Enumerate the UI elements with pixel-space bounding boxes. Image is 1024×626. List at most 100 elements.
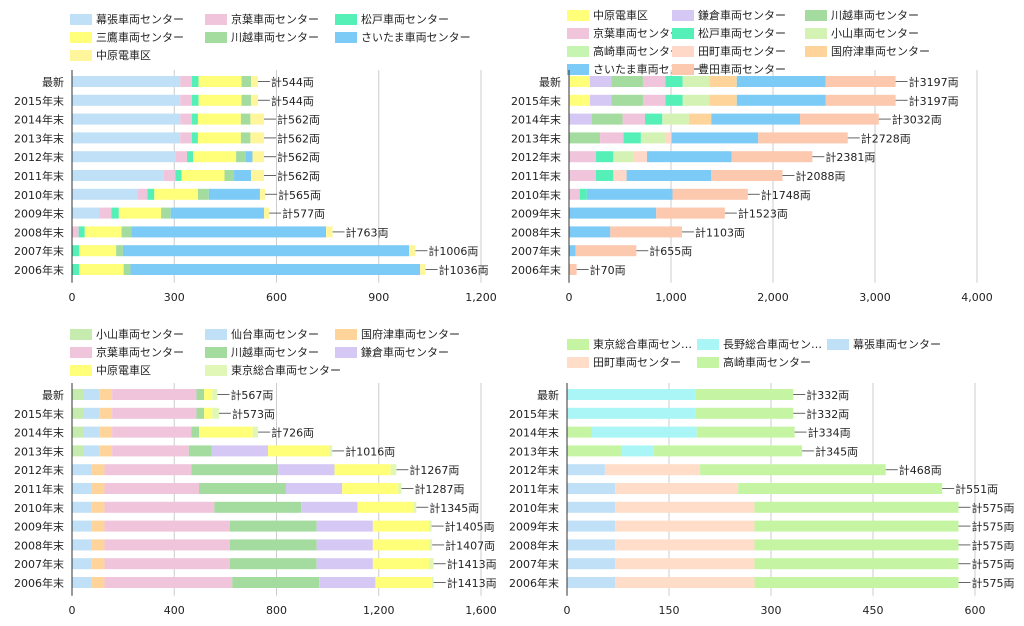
bar-segment[interactable] bbox=[567, 445, 622, 457]
bar-segment[interactable] bbox=[329, 445, 333, 457]
bar-segment[interactable] bbox=[123, 264, 131, 275]
bar-segment[interactable] bbox=[84, 226, 122, 238]
bar-segment[interactable] bbox=[72, 151, 176, 163]
bar-segment[interactable] bbox=[736, 94, 826, 106]
bar-segment[interactable] bbox=[647, 151, 732, 163]
bar-segment[interactable] bbox=[175, 170, 182, 181]
bar-segment[interactable] bbox=[567, 577, 616, 588]
bar-segment[interactable] bbox=[79, 264, 124, 275]
bar-segment[interactable] bbox=[268, 445, 330, 457]
bar-segment[interactable] bbox=[569, 132, 601, 144]
bar-segment[interactable] bbox=[208, 188, 260, 200]
bar-segment[interactable] bbox=[112, 389, 197, 400]
legend-item[interactable]: 国府津車両センター bbox=[805, 45, 930, 59]
bar-segment[interactable] bbox=[569, 188, 580, 200]
bar-segment[interactable] bbox=[241, 76, 252, 87]
bar-segment[interactable] bbox=[615, 577, 755, 588]
legend-item[interactable]: 小山車両センター bbox=[805, 27, 919, 41]
bar-segment[interactable] bbox=[665, 94, 683, 106]
bar-segment[interactable] bbox=[390, 464, 397, 476]
bar-segment[interactable] bbox=[316, 539, 373, 551]
bar-segment[interactable] bbox=[589, 94, 612, 106]
bar-segment[interactable] bbox=[611, 94, 643, 106]
bar-segment[interactable] bbox=[579, 188, 587, 200]
bar-segment[interactable] bbox=[191, 113, 198, 125]
bar-segment[interactable] bbox=[72, 207, 100, 219]
bar-segment[interactable] bbox=[429, 520, 432, 532]
bar-segment[interactable] bbox=[163, 170, 176, 181]
bar-segment[interactable] bbox=[569, 226, 611, 238]
bar-segment[interactable] bbox=[72, 170, 164, 181]
bar-segment[interactable] bbox=[615, 558, 755, 570]
bar-segment[interactable] bbox=[72, 94, 181, 106]
bar-segment[interactable] bbox=[72, 76, 181, 87]
bar-segment[interactable] bbox=[199, 426, 253, 438]
bar-segment[interactable] bbox=[131, 226, 327, 238]
bar-segment[interactable] bbox=[252, 426, 259, 438]
bar-segment[interactable] bbox=[640, 132, 666, 144]
bar-segment[interactable] bbox=[642, 76, 666, 87]
legend-item[interactable]: 鎌倉車両センター bbox=[672, 9, 786, 23]
bar-segment[interactable] bbox=[682, 76, 710, 87]
bar-segment[interactable] bbox=[72, 226, 79, 238]
bar-segment[interactable] bbox=[758, 132, 848, 144]
bar-segment[interactable] bbox=[72, 113, 181, 125]
legend-item[interactable]: 東京総合車両センター bbox=[205, 364, 341, 378]
legend-item[interactable]: 田町車両センター bbox=[567, 356, 681, 370]
bar-segment[interactable] bbox=[72, 264, 80, 275]
bar-segment[interactable] bbox=[191, 132, 198, 144]
bar-segment[interactable] bbox=[754, 558, 959, 570]
bar-segment[interactable] bbox=[316, 520, 373, 532]
bar-segment[interactable] bbox=[591, 426, 697, 438]
bar-segment[interactable] bbox=[575, 245, 637, 257]
bar-segment[interactable] bbox=[429, 558, 434, 570]
bar-segment[interactable] bbox=[569, 170, 597, 181]
bar-segment[interactable] bbox=[567, 539, 616, 551]
bar-segment[interactable] bbox=[118, 207, 162, 219]
bar-segment[interactable] bbox=[633, 151, 648, 163]
legend-item[interactable]: 三鷹車両センター bbox=[70, 31, 184, 45]
bar-segment[interactable] bbox=[700, 464, 886, 476]
bar-segment[interactable] bbox=[196, 389, 205, 400]
bar-segment[interactable] bbox=[78, 226, 85, 238]
legend-item[interactable]: 小山車両センター bbox=[70, 328, 184, 342]
bar-segment[interactable] bbox=[72, 483, 92, 494]
bar-segment[interactable] bbox=[420, 264, 426, 275]
bar-segment[interactable] bbox=[264, 207, 270, 219]
legend-item[interactable]: 京葉車両センター bbox=[70, 346, 184, 360]
bar-segment[interactable] bbox=[72, 577, 92, 588]
bar-segment[interactable] bbox=[197, 132, 241, 144]
bar-segment[interactable] bbox=[613, 170, 627, 181]
legend-item[interactable]: 川越車両センター bbox=[205, 31, 319, 45]
bar-segment[interactable] bbox=[91, 464, 105, 476]
bar-segment[interactable] bbox=[112, 407, 197, 419]
bar-segment[interactable] bbox=[259, 188, 266, 200]
legend-item[interactable]: 長野総合車両セン… bbox=[697, 338, 822, 352]
bar-segment[interactable] bbox=[372, 539, 430, 551]
bar-segment[interactable] bbox=[122, 245, 410, 257]
bar-segment[interactable] bbox=[711, 170, 783, 181]
legend-item[interactable]: 中原電車区 bbox=[70, 49, 151, 63]
legend-item[interactable]: 川越車両センター bbox=[205, 346, 319, 360]
bar-segment[interactable] bbox=[104, 558, 230, 570]
bar-segment[interactable] bbox=[191, 426, 200, 438]
bar-segment[interactable] bbox=[229, 539, 317, 551]
legend-item[interactable]: 中原電車区 bbox=[70, 364, 151, 378]
bar-segment[interactable] bbox=[569, 245, 576, 257]
bar-segment[interactable] bbox=[695, 389, 794, 400]
bar-segment[interactable] bbox=[656, 207, 725, 219]
bar-segment[interactable] bbox=[600, 132, 624, 144]
bar-segment[interactable] bbox=[104, 539, 230, 551]
bar-segment[interactable] bbox=[621, 445, 654, 457]
bar-segment[interactable] bbox=[665, 132, 672, 144]
bar-segment[interactable] bbox=[825, 94, 896, 106]
bar-segment[interactable] bbox=[72, 389, 85, 400]
bar-segment[interactable] bbox=[191, 94, 199, 106]
bar-segment[interactable] bbox=[569, 207, 657, 219]
bar-segment[interactable] bbox=[334, 464, 391, 476]
bar-segment[interactable] bbox=[236, 151, 246, 163]
bar-segment[interactable] bbox=[84, 445, 100, 457]
bar-segment[interactable] bbox=[709, 94, 737, 106]
bar-segment[interactable] bbox=[72, 520, 92, 532]
bar-segment[interactable] bbox=[709, 76, 737, 87]
